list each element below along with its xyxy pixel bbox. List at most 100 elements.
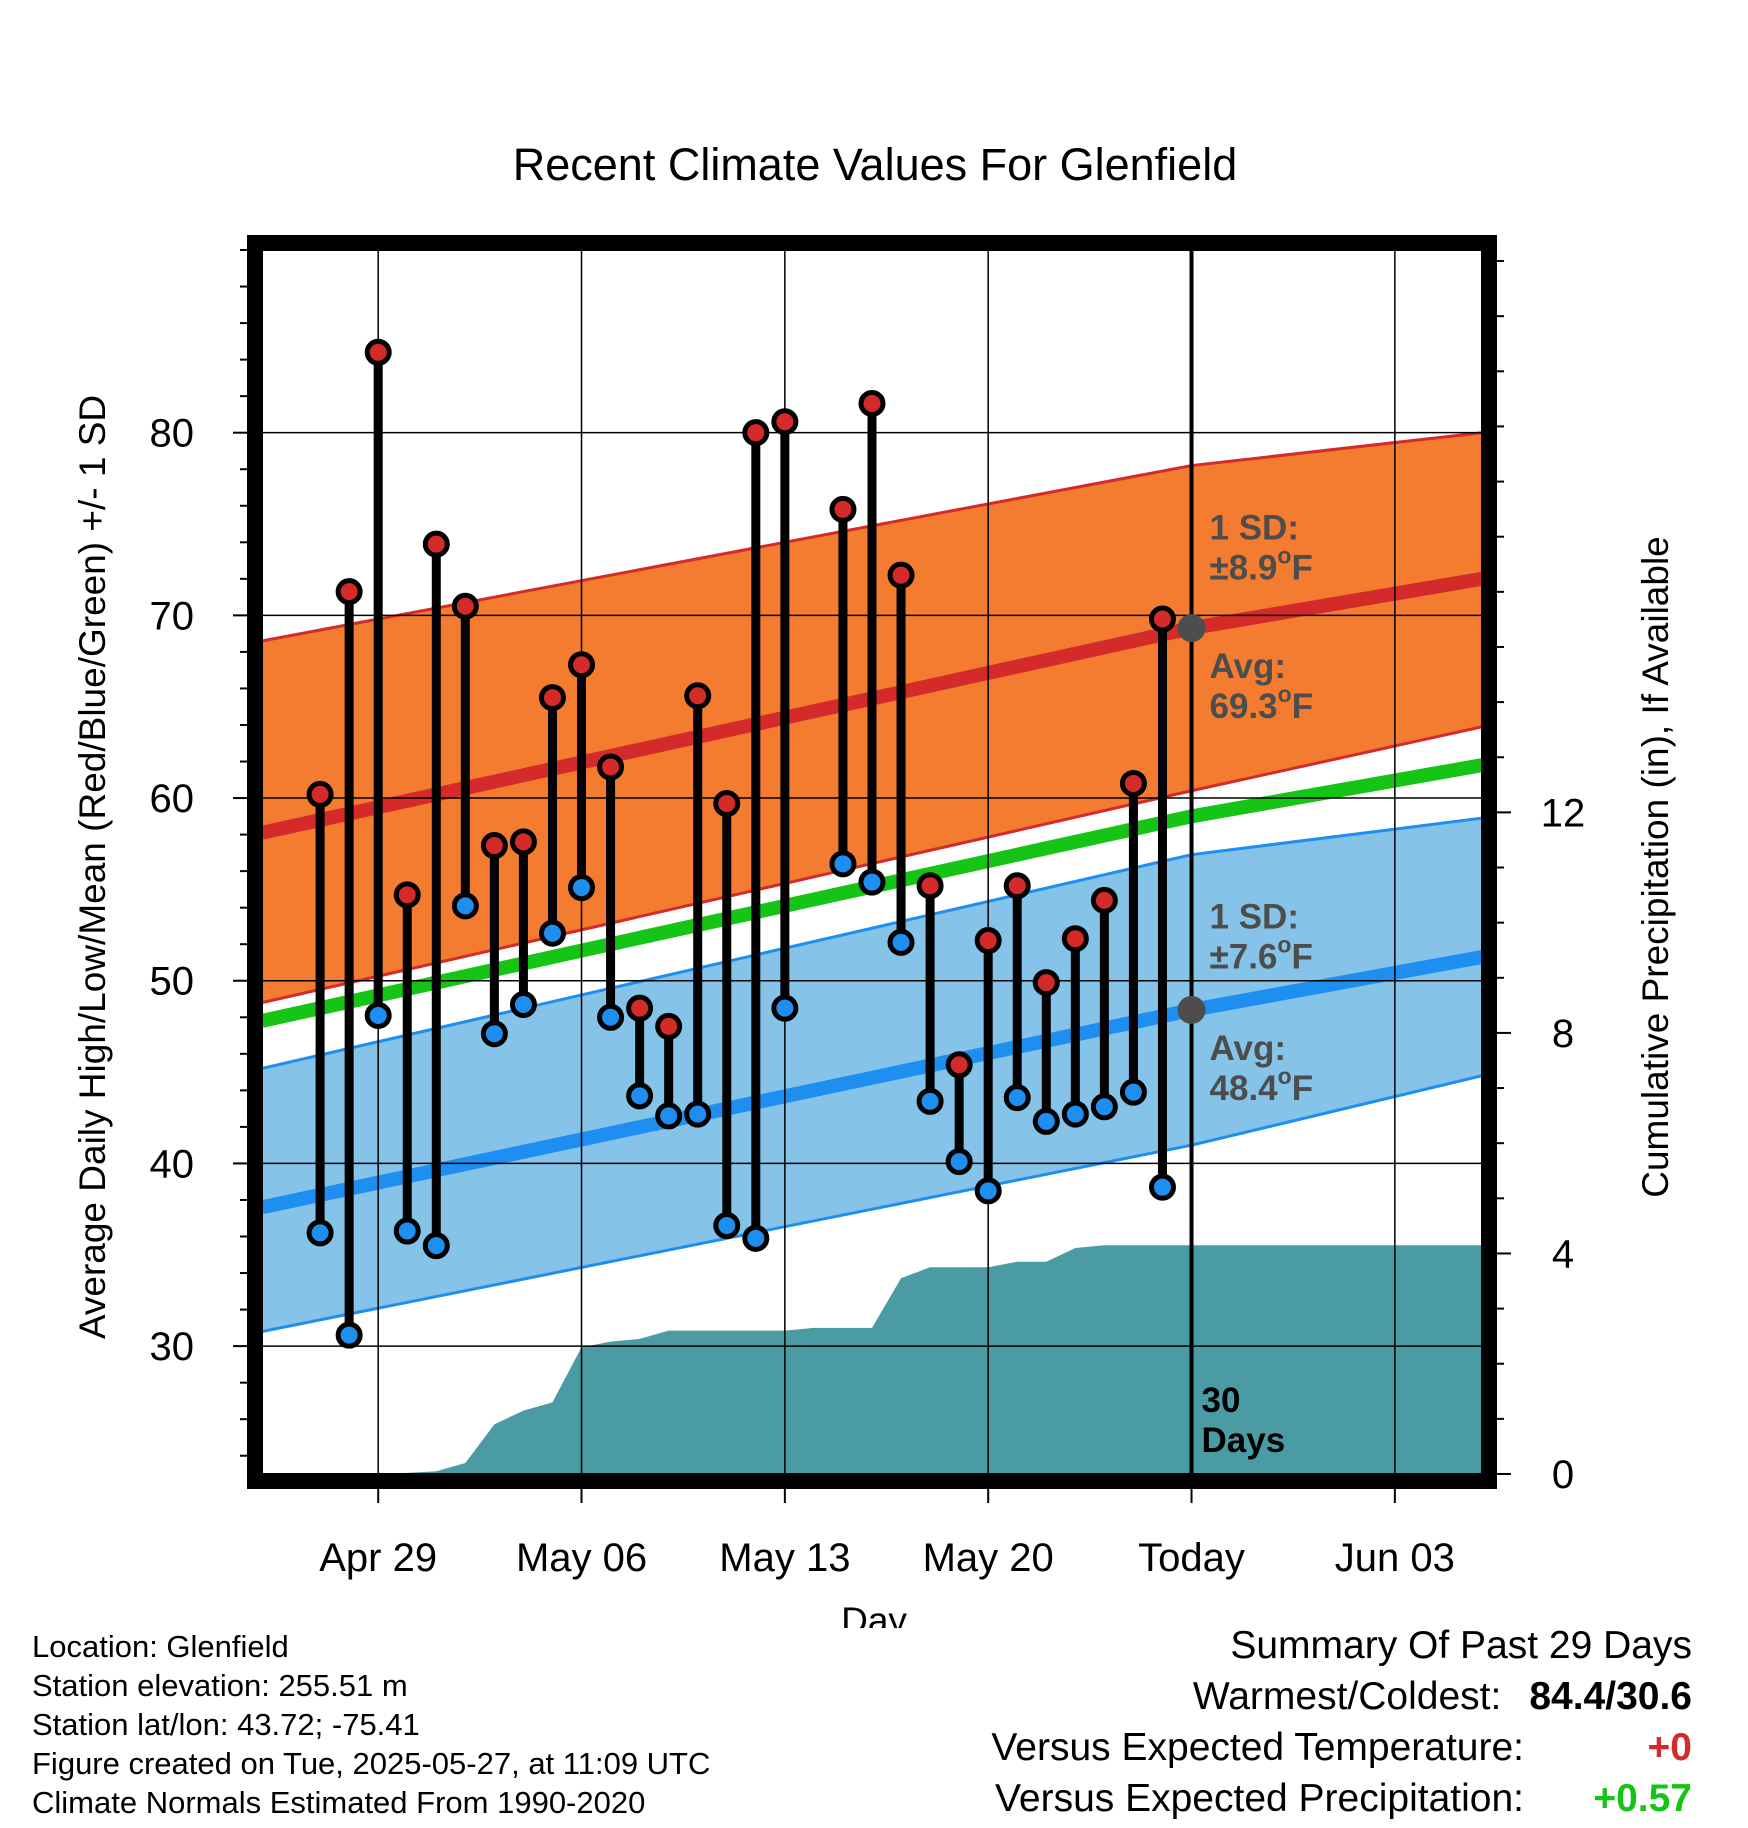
high-sd-label: 1 SD: [1210, 509, 1299, 548]
low-point [1032, 1107, 1060, 1135]
high-point [1090, 886, 1118, 914]
temp-departure-label: Versus Expected Temperature: [991, 1726, 1524, 1769]
low-sd-value: ±7.6oF [1210, 932, 1313, 977]
high-point [393, 881, 421, 909]
low-point [858, 868, 886, 896]
high-point [1032, 969, 1060, 997]
y2-tick-label: 12 [1541, 791, 1586, 835]
location-text: Location: Glenfield [32, 1629, 289, 1664]
low-point [509, 990, 537, 1018]
high-point [626, 994, 654, 1022]
low-point [1119, 1078, 1147, 1106]
today-avg-low-marker [1177, 995, 1206, 1024]
chart-title: Recent Climate Values For Glenfield [513, 139, 1237, 190]
low-point [480, 1020, 508, 1048]
elevation-text: Station elevation: 255.51 m [32, 1668, 408, 1703]
high-avg-label: Avg: [1210, 647, 1286, 686]
station-info: Location: Glenfield Station elevation: 2… [32, 1627, 710, 1822]
high-point [1148, 605, 1176, 633]
days-count-label: 30 [1202, 1381, 1241, 1420]
high-point [829, 495, 857, 523]
low-point [1090, 1093, 1118, 1121]
low-point [364, 1001, 392, 1029]
low-point [771, 994, 799, 1022]
high-point [887, 561, 915, 589]
temp-departure-value: +0 [1647, 1726, 1692, 1769]
low-point [829, 850, 857, 878]
low-point [916, 1087, 944, 1115]
high-point [858, 389, 886, 417]
normals-period-text: Climate Normals Estimated From 1990-2020 [32, 1785, 646, 1820]
x-tick-label: May 06 [516, 1536, 647, 1580]
low-point [568, 874, 596, 902]
days-unit-label: Days [1202, 1421, 1286, 1460]
y-tick-label: 30 [150, 1325, 195, 1369]
high-point [742, 419, 770, 447]
today-avg-high-marker [1177, 614, 1206, 643]
temp-departure-row: Versus Expected Temperature: +0 [991, 1722, 1692, 1773]
summary-heading: Summary Of Past 29 Days [1230, 1624, 1692, 1667]
created-text: Figure created on Tue, 2025-05-27, at 11… [32, 1746, 711, 1781]
high-point [1119, 769, 1147, 797]
y-tick-label: 50 [150, 960, 195, 1004]
warmest-coldest-row: Warmest/Coldest: 84.4/30.6 [991, 1671, 1692, 1722]
high-point [306, 780, 334, 808]
climate-chart: Recent Climate Values For Glenfield 1 SD… [72, 139, 1676, 1628]
high-point [568, 651, 596, 679]
plot-area [262, 250, 1482, 1474]
low-avg-value: 48.4oF [1210, 1063, 1314, 1108]
low-sd-label: 1 SD: [1210, 898, 1299, 937]
high-point [335, 578, 363, 606]
low-point [422, 1232, 450, 1260]
low-point [335, 1321, 363, 1349]
high-point [916, 872, 944, 900]
high-point [771, 408, 799, 436]
low-point [684, 1100, 712, 1128]
high-point [364, 338, 392, 366]
y-tick-label: 60 [150, 777, 195, 821]
low-point [887, 928, 915, 956]
high-point [713, 790, 741, 818]
high-point [1003, 872, 1031, 900]
x-tick-label: May 13 [719, 1536, 850, 1580]
y2-tick-label: 0 [1552, 1453, 1574, 1497]
high-point [538, 684, 566, 712]
high-point [1061, 925, 1089, 953]
low-point [1003, 1084, 1031, 1112]
low-point [538, 919, 566, 947]
y-tick-label: 80 [150, 412, 195, 456]
high-point [945, 1051, 973, 1079]
low-point [742, 1224, 770, 1252]
precip-departure-value: +0.57 [1593, 1777, 1692, 1820]
high-point [974, 927, 1002, 955]
precip-departure-row: Versus Expected Precipitation: +0.57 [991, 1773, 1692, 1824]
low-point [655, 1102, 683, 1130]
high-point [597, 753, 625, 781]
x-axis-label: Day [841, 1600, 907, 1628]
y2-tick-label: 8 [1552, 1012, 1574, 1056]
low-point [974, 1177, 1002, 1205]
high-sd-value: ±8.9oF [1210, 543, 1313, 588]
low-point [393, 1217, 421, 1245]
high-point [451, 592, 479, 620]
low-point [626, 1082, 654, 1110]
y2-axis-label: Cumulative Precipitation (in), If Availa… [1635, 536, 1676, 1198]
y2-tick-label: 4 [1552, 1232, 1574, 1276]
low-point [713, 1212, 741, 1240]
high-point [684, 682, 712, 710]
x-tick-label: Apr 29 [319, 1536, 437, 1580]
warmest-coldest-label: Warmest/Coldest: [1192, 1675, 1502, 1718]
low-point [597, 1003, 625, 1031]
plot-frame [247, 235, 1497, 1489]
summary-panel: Summary Of Past 29 Days Warmest/Coldest:… [991, 1620, 1692, 1824]
y-axis-label: Average Daily High/Low/Mean (Red/Blue/Gr… [72, 395, 113, 1339]
high-point [509, 828, 537, 856]
low-point [451, 892, 479, 920]
y-tick-label: 70 [150, 594, 195, 638]
high-point [480, 832, 508, 860]
low-point [306, 1219, 334, 1247]
low-avg-label: Avg: [1210, 1029, 1286, 1068]
x-tick-label: May 20 [923, 1536, 1054, 1580]
precip-departure-label: Versus Expected Precipitation: [995, 1777, 1524, 1820]
low-point [1061, 1100, 1089, 1128]
